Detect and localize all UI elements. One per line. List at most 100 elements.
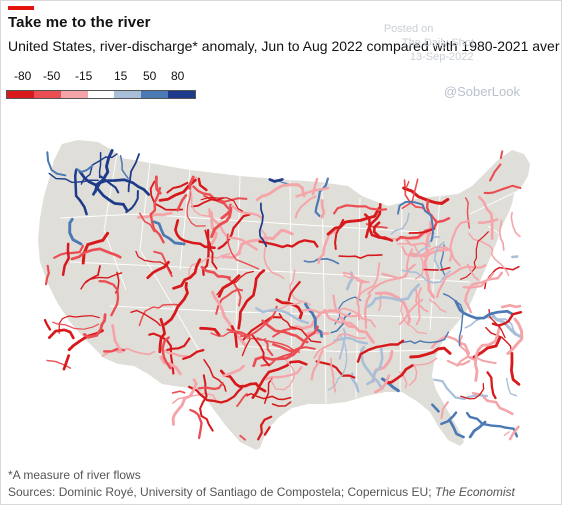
river-segment (58, 315, 100, 334)
river-segment (125, 190, 139, 214)
legend-swatch (60, 91, 88, 98)
river-segment (192, 185, 230, 210)
river-segment (186, 189, 206, 227)
river-segment (465, 197, 470, 229)
river-segment (81, 231, 110, 265)
river-segment (219, 369, 267, 393)
river-segment (251, 334, 271, 367)
river-segment (44, 264, 50, 286)
river-segment (61, 242, 70, 277)
river-segment (415, 357, 438, 366)
river-segment (448, 419, 465, 439)
river-segment (433, 378, 488, 401)
river-segment (208, 208, 258, 251)
river-segment (92, 178, 151, 196)
legend-tick-label: -15 (75, 69, 93, 83)
river-segment (473, 323, 502, 382)
river-segment (380, 377, 400, 393)
river-segment (356, 339, 405, 363)
legend-tick-label: -50 (43, 69, 61, 83)
river-segment (200, 266, 231, 279)
river-segment (395, 217, 451, 242)
river-segment (135, 250, 173, 274)
river-segment (149, 180, 184, 211)
river-segment (397, 200, 434, 242)
river-segment (363, 213, 394, 242)
river-segment (333, 336, 368, 345)
river-segment (366, 283, 420, 308)
river-segment (159, 355, 182, 376)
river-segment (221, 252, 241, 260)
river-segment (197, 177, 208, 192)
legend-color-scale (6, 90, 196, 99)
river-segment (454, 299, 514, 320)
river-segment (48, 172, 99, 184)
river-segment (301, 308, 323, 315)
river-segment (510, 211, 521, 238)
brand-tag (8, 6, 34, 10)
sources-note: Sources: Dominic Royé, University of San… (8, 485, 515, 499)
river-segment (271, 401, 292, 407)
river-segment (272, 327, 297, 338)
river-segment (139, 212, 155, 233)
river-segment (384, 364, 414, 385)
river-segment (257, 415, 273, 441)
river-segment (188, 175, 195, 190)
river-segment (258, 202, 268, 248)
river-segment (374, 291, 412, 325)
river-segment (260, 346, 316, 367)
river-segment (398, 298, 424, 326)
river-segment (317, 221, 344, 264)
river-segment (171, 378, 198, 426)
river-segment (366, 348, 384, 386)
sources-text: Sources: Dominic Royé, University of San… (8, 485, 435, 499)
river-segment (499, 150, 504, 160)
river-segment (73, 168, 88, 216)
river-segment (489, 163, 502, 182)
watermark-handle: @SoberLook (443, 84, 520, 99)
river-segment (263, 378, 273, 404)
river-segment (468, 420, 487, 439)
river-segment (199, 326, 221, 337)
river-segment (381, 263, 416, 280)
river-segment (171, 390, 186, 394)
river-network (43, 149, 524, 441)
river-segment (498, 219, 505, 251)
river-segment (83, 313, 107, 339)
river-segment (505, 377, 518, 397)
river-segment (275, 298, 304, 321)
river-segment (251, 360, 308, 399)
river-segment (176, 194, 188, 212)
river-segment (252, 346, 302, 368)
river-segment (460, 382, 485, 400)
river-segment (188, 253, 231, 279)
river-segment (338, 307, 376, 328)
river-segment (268, 302, 301, 313)
river-segment (289, 269, 311, 306)
river-segment (478, 195, 494, 240)
river-segment (289, 309, 341, 330)
river-segment (149, 187, 165, 244)
river-segment (333, 204, 388, 215)
river-segment (163, 281, 189, 326)
river-segment (464, 316, 521, 338)
legend-swatch (141, 91, 169, 98)
river-segment (255, 307, 310, 325)
river-segment (323, 308, 357, 328)
legend-tick-label: 50 (143, 69, 157, 83)
us-land-shape (38, 140, 530, 450)
river-segment (204, 229, 218, 270)
chart-title: Take me to the river (8, 14, 151, 31)
river-segment (62, 354, 71, 371)
river-segment (338, 254, 383, 259)
river-segment (440, 401, 449, 420)
river-segment (477, 218, 499, 224)
river-segment (75, 164, 94, 174)
river-segment (111, 324, 123, 354)
river-segment (210, 331, 267, 342)
river-segment (310, 349, 324, 381)
river-segment (294, 195, 317, 219)
river-segment (356, 262, 381, 305)
river-segment (43, 318, 52, 331)
